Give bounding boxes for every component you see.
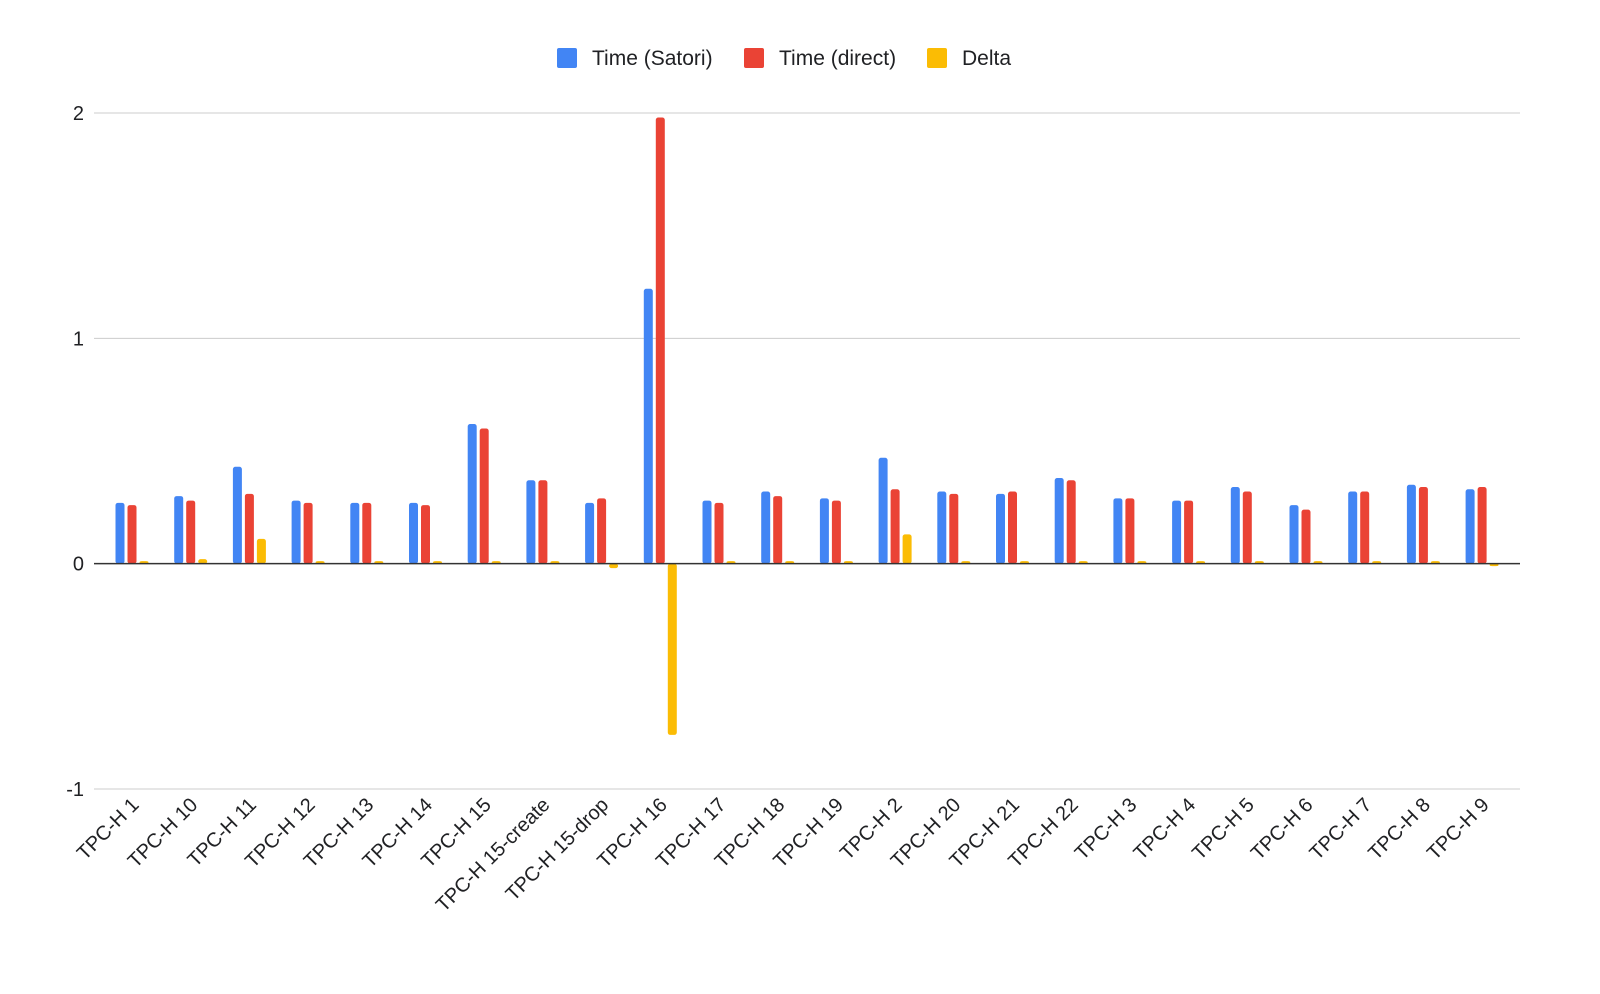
bar-time-satori-3	[291, 500, 301, 564]
x-tick-label: TPC-H 3	[1071, 794, 1142, 865]
bar-time-satori-22	[1406, 484, 1416, 564]
y-tick-label: 1	[73, 328, 84, 350]
bar-delta-9	[667, 563, 677, 735]
bar-time-direct-0	[127, 505, 137, 564]
bar-time-direct-4	[362, 502, 372, 564]
bar-delta-13	[902, 534, 912, 564]
legend-swatch	[557, 48, 577, 68]
bar-time-direct-21	[1360, 491, 1370, 564]
legend-swatch	[744, 48, 764, 68]
bar-time-direct-20	[1301, 509, 1311, 564]
bar-time-satori-13	[878, 457, 888, 564]
bar-time-direct-15	[1008, 491, 1017, 564]
bar-time-satori-16	[1054, 478, 1064, 564]
y-tick-label: 0	[73, 554, 84, 576]
bar-time-satori-9	[643, 288, 653, 564]
bar-time-direct-7	[538, 480, 548, 564]
bar-time-direct-9	[655, 117, 665, 564]
bar-time-direct-17	[1125, 498, 1135, 564]
bar-time-satori-19	[1230, 487, 1240, 564]
x-tick-label: TPC-H 6	[1247, 794, 1318, 865]
bar-time-direct-10	[714, 502, 724, 564]
bar-delta-8	[609, 563, 619, 569]
legend-label: Time (direct)	[779, 47, 896, 70]
bar-time-direct-8	[597, 498, 607, 564]
bars	[115, 117, 1499, 735]
bar-time-satori-12	[819, 498, 829, 564]
legend-label: Delta	[962, 47, 1011, 70]
bar-time-satori-14	[937, 491, 947, 564]
bar-time-satori-4	[350, 502, 360, 564]
bar-time-direct-23	[1477, 487, 1487, 564]
bar-time-direct-6	[479, 428, 489, 564]
x-tick-label: TPC-H 4	[1130, 794, 1201, 865]
bar-time-satori-11	[761, 491, 771, 564]
bar-time-satori-1	[174, 496, 184, 564]
bar-time-satori-10	[702, 500, 712, 564]
bar-time-direct-3	[303, 502, 313, 564]
x-tick-label: TPC-H 9	[1423, 794, 1494, 865]
bar-time-satori-18	[1172, 500, 1182, 564]
bar-time-direct-1	[186, 500, 196, 564]
bar-time-direct-18	[1184, 500, 1194, 564]
bar-time-satori-20	[1289, 505, 1299, 564]
bar-time-direct-11	[773, 496, 783, 564]
bar-time-direct-2	[244, 493, 254, 564]
bar-time-satori-6	[467, 423, 477, 564]
x-tick-label: TPC-H 8	[1364, 794, 1435, 865]
bar-time-satori-17	[1113, 498, 1123, 564]
legend: Time (Satori) Time (direct) Delta	[557, 47, 1011, 70]
legend-label: Time (Satori)	[592, 47, 713, 70]
bar-time-satori-5	[409, 502, 418, 564]
bar-time-satori-23	[1465, 489, 1475, 564]
bar-time-satori-15	[996, 493, 1005, 564]
bar-delta-2	[256, 538, 266, 564]
bar-time-satori-7	[526, 480, 536, 564]
bar-time-satori-0	[115, 502, 125, 564]
y-axis-ticks: 2 1 0 -1	[66, 103, 84, 801]
y-tick-label: -1	[66, 779, 84, 801]
x-tick-label: TPC-H 7	[1306, 794, 1377, 865]
bar-time-direct-19	[1242, 491, 1252, 564]
x-tick-label: TPC-H 5	[1188, 794, 1259, 865]
bar-time-satori-2	[232, 466, 242, 564]
bar-time-direct-16	[1066, 480, 1076, 564]
bar-time-direct-5	[421, 505, 430, 564]
bar-delta-1	[198, 559, 208, 564]
bar-time-direct-22	[1418, 487, 1428, 564]
bar-time-satori-21	[1348, 491, 1358, 564]
y-tick-label: 2	[73, 103, 84, 125]
gridlines	[94, 112, 1520, 790]
legend-swatch	[927, 48, 947, 68]
bar-time-direct-13	[890, 489, 900, 564]
bar-time-direct-14	[949, 493, 959, 564]
bar-time-direct-12	[831, 500, 841, 564]
bar-time-satori-8	[585, 502, 595, 564]
x-tick-label: TPC-H 15-drop	[502, 794, 613, 905]
